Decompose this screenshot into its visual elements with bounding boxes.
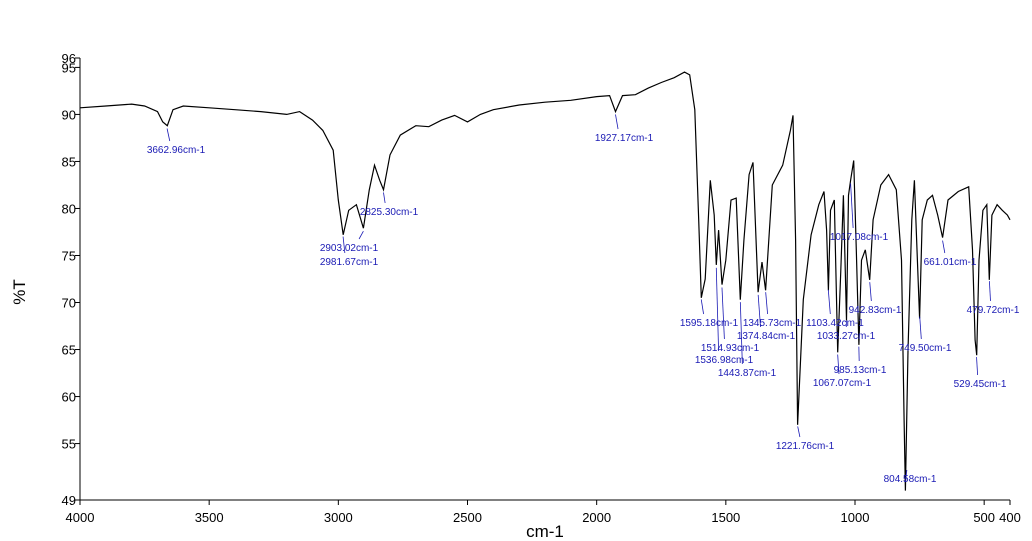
annotation-label: 529.45cm-1	[954, 379, 1007, 390]
x-tick-label: 1000	[841, 510, 870, 525]
annotation-label: 1221.76cm-1	[776, 441, 835, 452]
annotation-label: 1017.08cm-1	[830, 232, 889, 243]
annotation-leader	[989, 281, 991, 302]
annotation-leader	[976, 357, 978, 376]
annotation-leader	[739, 302, 743, 365]
y-tick-label: 80	[62, 201, 76, 216]
y-tick-label: 70	[62, 296, 76, 311]
x-tick-label: 3000	[324, 510, 353, 525]
annotation-leader	[905, 469, 908, 482]
annotation-label: 1033.27cm-1	[817, 331, 876, 342]
annotation-leader	[700, 299, 704, 315]
annotation-label: 2825.30cm-1	[360, 207, 419, 218]
annotation-label: 1345.73cm-1	[743, 318, 802, 329]
annotation-leader	[869, 282, 872, 302]
annotation-leader	[166, 128, 171, 142]
y-tick-label: 65	[62, 343, 76, 358]
annotation-leader	[757, 294, 761, 328]
spectrum-line	[79, 71, 1011, 491]
y-tick-label: 49	[62, 493, 76, 508]
x-tick-label: 500	[973, 510, 995, 525]
annotation-label: 1374.84cm-1	[737, 331, 796, 342]
annotation-leader	[942, 240, 946, 254]
x-tick-label: 2500	[453, 510, 482, 525]
annotation-leader	[837, 354, 840, 375]
annotation-leader	[383, 192, 386, 204]
y-tick-label: 96	[62, 51, 76, 66]
annotation-leader	[715, 267, 719, 352]
x-tick-label: 1500	[711, 510, 740, 525]
annotation-leader	[342, 236, 346, 254]
y-tick-label: 75	[62, 248, 76, 263]
annotation-label: 1067.07cm-1	[813, 378, 872, 389]
y-tick-label: 95	[62, 60, 76, 75]
annotation-leader	[827, 289, 831, 315]
annotation-label: 804.58cm-1	[884, 474, 937, 485]
annotation-leader	[919, 316, 922, 340]
annotation-label: 1595.18cm-1	[680, 318, 739, 329]
annotation-leader	[615, 114, 619, 130]
y-tick-label: 55	[62, 437, 76, 452]
y-tick-label: 60	[62, 390, 76, 405]
annotation-leader	[721, 287, 725, 340]
annotation-label: 1927.17cm-1	[595, 133, 654, 144]
annotation-label: 2981.67cm-1	[320, 257, 379, 268]
y-tick-label: 90	[62, 107, 76, 122]
annotation-leader	[358, 231, 364, 240]
annotation-label: 1443.87cm-1	[718, 368, 777, 379]
annotation-leader	[797, 426, 801, 438]
annotation-label: 1103.42cm-1	[806, 318, 864, 329]
annotation-label: 749.50cm-1	[899, 343, 952, 354]
annotation-label: 661.01cm-1	[924, 257, 977, 268]
x-tick-label: 4000	[66, 510, 95, 525]
x-tick-label: 3500	[195, 510, 224, 525]
annotation-label: 2903.02cm-1	[320, 243, 379, 254]
annotation-label: 479.72cm-1	[967, 305, 1020, 316]
x-axis-title: cm-1	[526, 522, 564, 541]
annotation-label: 942.83cm-1	[849, 305, 902, 316]
annotation-leader	[765, 292, 768, 315]
annotation-label: 3662.96cm-1	[147, 145, 206, 156]
annotation-label: 985.13cm-1	[834, 365, 887, 376]
x-tick-label: 400	[999, 510, 1021, 525]
x-tick-label: 2000	[582, 510, 611, 525]
annotation-leader	[850, 183, 854, 229]
annotation-label: 1514.93cm-1	[701, 343, 760, 354]
annotation-label: 1536.98cm-1	[695, 355, 754, 366]
y-axis-title: %T	[10, 279, 29, 305]
y-tick-label: 85	[62, 154, 76, 169]
